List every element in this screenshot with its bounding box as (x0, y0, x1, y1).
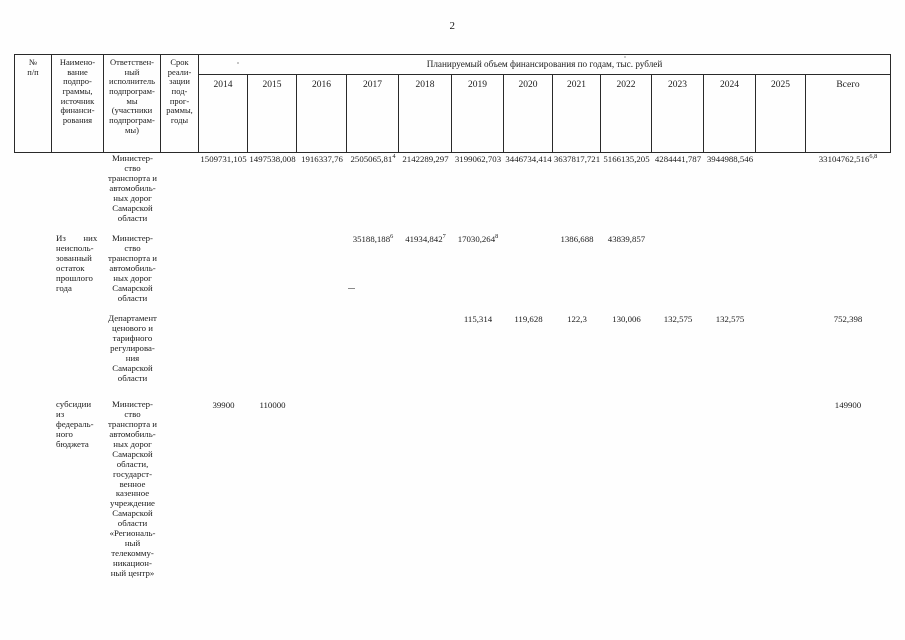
header-cell-total: Всего (836, 80, 860, 90)
row4-value-2014: 39900 (212, 400, 235, 410)
row2-value-2022: 43839,857 (607, 234, 646, 244)
row3-value-2023: 132,575 (663, 314, 693, 324)
scan-artifact (348, 288, 355, 289)
header-cell-year-2016: 2016 (297, 75, 347, 152)
row1-value-2023: 4284441,787 (654, 154, 702, 164)
page-number: 2 (449, 20, 456, 32)
row2-name: Из них неисполь- зованный остаток прошло… (56, 233, 98, 293)
row1-value-2016: 1916337,76 (301, 154, 343, 164)
header-cell-number: № п/п (15, 55, 52, 152)
row2-value-2021: 1386,688 (560, 234, 594, 244)
row2-value-2017: 35188,1886 (352, 233, 394, 244)
header-cell-term: Срок реали- зации под- прог- раммы, годы (161, 55, 199, 152)
row1-executor: Министер- ство транспорта и автомобиль- … (107, 153, 158, 223)
header-cell-year-2014: 2014 (199, 75, 248, 152)
row1-value-2015: 1497538,008 (249, 154, 296, 164)
header-cell-year-2020: 2020 (504, 75, 553, 152)
header-cell-year-2022: 2022 (601, 75, 652, 152)
row3-value-2020: 119,628 (514, 314, 543, 324)
header-cell-subprogram-name: Наимено- вание подпро- граммы, источник … (52, 55, 104, 152)
row3-executor: Департамент ценового и тарифного регулир… (108, 313, 157, 383)
row1-value-2021: 3637817,721 (553, 154, 601, 164)
scan-artifact (624, 56, 626, 58)
row4-name: субсидии из федераль- ного бюджета (56, 399, 94, 449)
scan-artifact (237, 62, 239, 64)
row4-value-total: 149900 (834, 400, 862, 410)
row1-value-2024: 3944988,546 (706, 154, 754, 164)
header-cell-year-2017: 2017 (347, 75, 399, 152)
header-cell-year-2025: 2025 (756, 75, 806, 152)
row1-value-2014: 1509731,105 (200, 154, 247, 164)
financing-table: № п/п Наимено- вание подпро- граммы, ист… (15, 55, 890, 579)
row2-value-2018: 41934,8427 (405, 233, 446, 244)
row2-value-2019: 17030,2648 (457, 233, 499, 244)
footnote-mark: 8 (495, 233, 499, 241)
row1-value-2019: 3199062,703 (454, 154, 502, 164)
header-cell-year-2021: 2021 (553, 75, 601, 152)
footnote-mark: 7 (442, 233, 446, 241)
row4-executor: Министер- ство транспорта и автомобиль- … (107, 399, 158, 578)
footnote-mark: 6 (390, 233, 394, 241)
header-cell-year-2023: 2023 (652, 75, 704, 152)
header-cell-finance-span: Планируемый объем финансирования по года… (199, 55, 890, 75)
row3-value-2022: 130,006 (612, 314, 641, 324)
header-cell-year-2019: 2019 (452, 75, 504, 152)
row3-value-2021: 122,3 (567, 314, 587, 324)
header-cell-year-2024: 2024 (704, 75, 756, 152)
row1-value-2018: 2142289,297 (402, 154, 449, 164)
row1-value-2017: 2505065,814 (350, 153, 396, 164)
row3-value-2019: 115,314 (463, 314, 493, 324)
row3-value-total: 752,398 (833, 314, 863, 324)
footnote-mark: 4 (392, 153, 396, 161)
row2-executor: Министер- ство транспорта и автомобиль- … (107, 233, 158, 303)
header-cell-year-2015: 2015 (248, 75, 297, 152)
row1-value-2020: 3446734,414 (505, 154, 552, 164)
footnote-mark: 6,8 (869, 153, 878, 161)
row3-value-2024: 132,575 (715, 314, 745, 324)
header-cell-executor: Ответствен- ный исполнитель подпрограм- … (104, 55, 161, 152)
header-cell-year-2018: 2018 (399, 75, 452, 152)
row4-value-2015: 110000 (259, 400, 286, 410)
row1-value-2022: 5166135,205 (603, 154, 650, 164)
row1-value-total: 33104762,5166,8 (818, 153, 878, 164)
